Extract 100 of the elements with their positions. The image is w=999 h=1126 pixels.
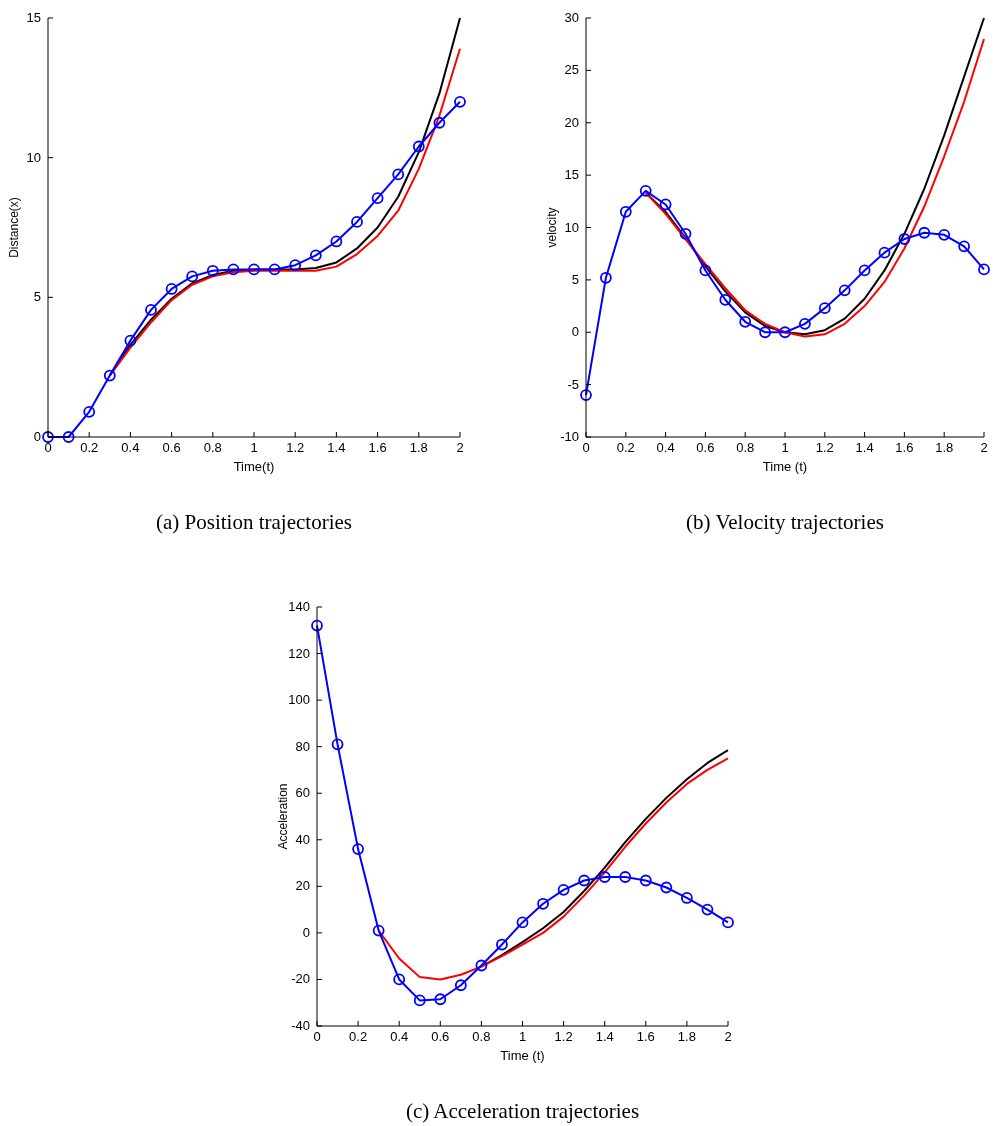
point	[759, 326, 771, 339]
x-tick-label: 1.8	[409, 440, 428, 455]
y-axis-title: Distance(x)	[7, 197, 21, 258]
point	[580, 389, 592, 401]
point	[248, 263, 260, 276]
point	[268, 263, 281, 276]
point	[103, 369, 116, 382]
y-tick-label: 20	[295, 878, 310, 894]
x-tick-label: 1.4	[327, 440, 346, 455]
y-tick-label: 20	[564, 114, 579, 130]
y-axis-title: Acceleration	[276, 783, 290, 850]
point	[434, 993, 447, 1006]
y-tick-label: 40	[295, 831, 310, 847]
point	[475, 959, 488, 972]
point	[412, 140, 425, 153]
point	[639, 184, 652, 197]
text: (c) Acceleration trajectories	[405, 1099, 640, 1123]
y-axis-title: velocity	[545, 207, 559, 248]
point	[898, 233, 911, 245]
point	[557, 883, 570, 896]
point	[578, 874, 591, 887]
y-tick-label: 60	[295, 785, 310, 801]
point	[371, 192, 384, 205]
x-tick-label: 0.4	[656, 440, 675, 455]
text: (b) Velocity trajectories	[686, 510, 884, 534]
x-tick-label: 0	[582, 440, 590, 455]
y-tick-label: 15	[26, 10, 41, 25]
y-tick-label: -40	[291, 1018, 310, 1033]
x-tick-label: 0.6	[162, 440, 181, 455]
y-tick-label: 0	[302, 924, 310, 940]
point	[699, 264, 712, 277]
y-tick-label: 100	[288, 692, 310, 708]
point	[958, 240, 970, 253]
point	[619, 205, 632, 218]
x-tick-label: 0.6	[696, 440, 715, 455]
point	[600, 271, 612, 284]
point	[454, 979, 467, 992]
point	[660, 881, 673, 894]
x-tick-label: 0.4	[390, 1029, 409, 1044]
point	[537, 897, 549, 910]
point	[598, 871, 611, 883]
x-axis-title: Time (t)	[762, 459, 808, 474]
point	[311, 619, 323, 632]
point	[978, 263, 990, 276]
point	[165, 283, 178, 295]
point	[938, 228, 951, 241]
point	[679, 227, 692, 240]
point	[393, 973, 406, 986]
x-tick-label: 0.8	[203, 440, 222, 455]
x-tick-label: 1	[518, 1029, 527, 1044]
point	[496, 938, 508, 951]
point	[659, 198, 672, 211]
x-tick-label: 1.8	[677, 1029, 696, 1044]
x-tick-label: 1.2	[554, 1029, 573, 1044]
point	[331, 738, 344, 751]
point	[392, 168, 405, 181]
x-tick-label: 1.6	[368, 440, 387, 455]
point	[858, 264, 871, 277]
y-tick-label: 120	[288, 645, 310, 661]
point	[681, 892, 693, 904]
point	[619, 871, 632, 883]
point	[186, 270, 199, 283]
point	[83, 405, 96, 418]
point	[799, 317, 811, 330]
point	[289, 259, 302, 272]
point	[701, 903, 714, 916]
y-tick-label: 10	[26, 149, 41, 165]
point	[309, 249, 322, 262]
point	[351, 216, 363, 228]
x-tick-label: 1.4	[595, 1029, 614, 1044]
x-tick-label: 1	[781, 440, 789, 455]
x-tick-label: 0	[313, 1029, 321, 1044]
x-tick-label: 1.8	[935, 440, 954, 455]
point	[145, 304, 157, 316]
y-tick-label: 0	[33, 429, 41, 444]
x-tick-label: 2	[724, 1029, 732, 1044]
x-tick-label: 1	[250, 440, 258, 455]
point	[516, 916, 529, 929]
y-tick-label: 25	[564, 62, 579, 78]
point	[433, 116, 446, 129]
point	[818, 302, 831, 315]
y-tick-label: 140	[288, 599, 310, 614]
point	[42, 431, 54, 443]
y-tick-label: 5	[571, 271, 579, 287]
x-tick-label: 0.8	[472, 1029, 491, 1044]
point	[206, 264, 219, 277]
point	[739, 315, 752, 328]
x-tick-label: 1.2	[815, 440, 834, 455]
y-tick-label: 30	[564, 10, 579, 25]
point	[413, 994, 426, 1007]
x-tick-label: 1.4	[855, 440, 874, 455]
point	[918, 226, 931, 239]
point	[352, 843, 364, 855]
point	[719, 293, 732, 306]
point	[227, 263, 240, 276]
y-tick-label: 0	[571, 324, 579, 340]
y-tick-label: 80	[295, 738, 310, 754]
y-tick-label: 10	[564, 219, 579, 235]
point	[330, 235, 343, 248]
text: (a) Position trajectories	[156, 510, 352, 534]
